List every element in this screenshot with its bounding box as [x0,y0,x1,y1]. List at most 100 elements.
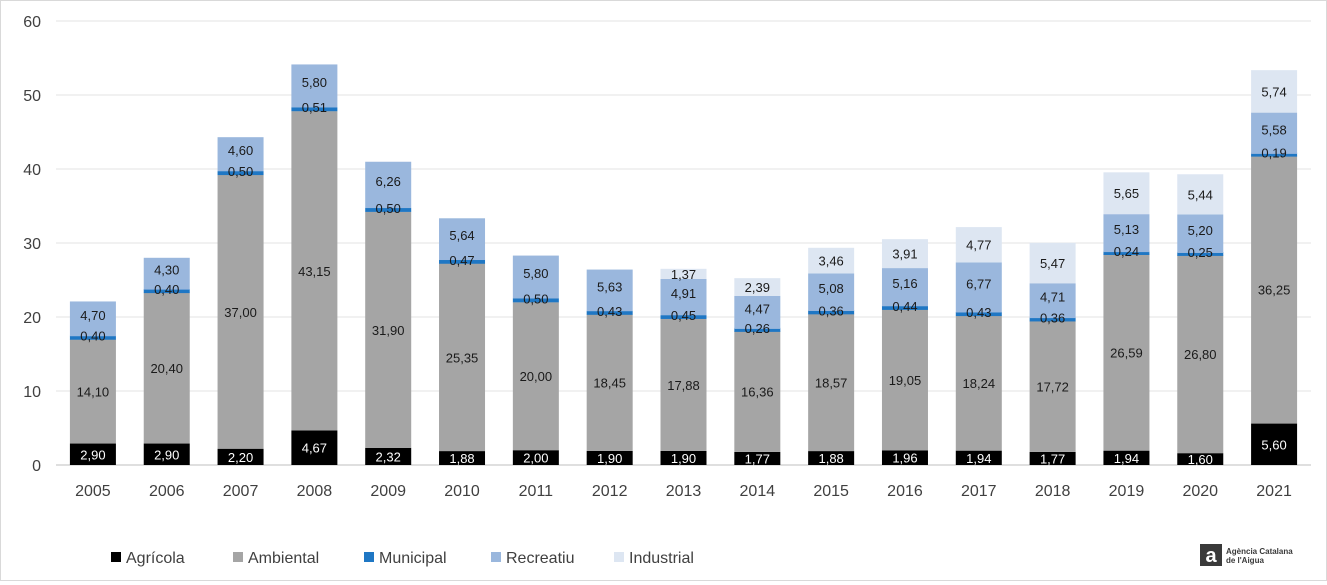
data-label: 4,67 [302,441,327,456]
data-label: 4,91 [671,286,696,301]
legend-swatch [233,552,243,562]
data-label: 18,24 [963,376,996,391]
data-label: 3,46 [818,254,843,269]
bar-segment-agrcola [586,450,633,465]
data-label: 0,50 [376,201,401,216]
data-label: 1,90 [671,451,696,466]
data-label: 6,77 [966,276,991,291]
x-tick-label: 2015 [813,483,849,500]
bar-segment-agrcola [439,451,486,465]
data-label: 1,88 [818,451,843,466]
data-label: 2,00 [523,451,548,466]
bar-segment-industrial [1103,172,1150,215]
bar-segment-recreatiu [143,257,190,290]
x-axis: 2005 2006 2007 2008 2009 2010 2011 2012 2013 2014… [75,483,1292,500]
y-tick-label: 50 [23,88,41,105]
data-label: 0,47 [449,253,474,268]
bar-segment-municipal [1103,250,1150,255]
data-label: 1,77 [745,451,770,466]
svg-text:a: a [1205,545,1217,567]
logo-mark-icon [1200,544,1222,566]
bar-segment-agrcola [512,450,559,465]
x-tick-label: 2012 [592,483,628,500]
bar-segment-municipal [808,310,855,315]
data-label: 1,94 [966,451,991,466]
bar-segment-ambiental [734,330,781,452]
data-label: 17,88 [667,378,700,393]
data-label: 0,45 [671,308,696,323]
x-tick-label: 2018 [1035,483,1071,500]
bar-segment-ambiental [69,339,116,444]
bar-segment-agrcola [291,430,338,465]
bar-segment-recreatiu [365,161,412,209]
y-axis: 0 10 20 30 40 50 60 [23,14,41,475]
bar-segment-municipal [660,314,707,319]
bar-segment-municipal [143,289,190,294]
bar-segment-recreatiu [1103,214,1150,253]
bar-segment-recreatiu [217,137,264,172]
bar-segment-industrial [955,227,1002,263]
data-label: 0,26 [745,321,770,336]
data-label: 37,00 [224,305,257,320]
data-label: 0,36 [818,303,843,318]
data-label: 5,13 [1114,222,1139,237]
bar-segment-agrcola [1029,451,1076,465]
x-tick-label: 2009 [370,483,406,500]
y-tick-label: 10 [23,384,41,401]
data-label: 5,58 [1261,122,1286,137]
bar-segment-municipal [1177,251,1224,256]
x-tick-label: 2008 [297,483,333,500]
data-label: 14,10 [77,384,110,399]
data-label: 0,40 [154,282,179,297]
x-tick-label: 2014 [740,483,776,500]
legend-label: Agrícola [126,550,185,567]
data-label: 2,90 [80,447,105,462]
aca-logo: a Agència Catalana de l'Aigua [1200,542,1300,572]
bar-segment-municipal [1251,152,1298,157]
data-label: 31,90 [372,323,405,338]
y-tick-label: 20 [23,310,41,327]
bar-segment-recreatiu [955,262,1002,313]
bar-segment-agrcola [143,443,190,465]
legend-swatch [491,552,501,562]
data-label: 0,50 [523,291,548,306]
bar-segment-agrcola [1177,453,1224,465]
data-label: 0,43 [597,304,622,319]
data-label: 4,60 [228,143,253,158]
x-tick-label: 2005 [75,483,111,500]
y-tick-label: 40 [23,162,41,179]
bar-segment-municipal [365,207,412,212]
bar-segment-municipal [881,305,928,310]
data-label: 0,44 [892,299,917,314]
bar-segment-ambiental [586,314,633,451]
data-label: 17,72 [1036,379,1069,394]
bar-segment-ambiental [217,174,264,449]
bar-segment-agrcola [734,451,781,465]
data-label: 5,80 [302,75,327,90]
legend-swatch [364,552,374,562]
y-tick-label: 30 [23,236,41,253]
bar-segment-industrial [660,268,707,279]
bar-segment-recreatiu [512,255,559,299]
data-label: 1,60 [1188,452,1213,467]
data-label: 18,57 [815,375,848,390]
data-label: 1,90 [597,451,622,466]
data-label: 18,45 [593,376,626,391]
y-tick-label: 60 [23,14,41,31]
data-label: 20,40 [150,361,183,376]
data-label: 0,24 [1114,244,1139,259]
data-label: 0,43 [966,305,991,320]
x-tick-label: 2006 [149,483,185,500]
x-tick-label: 2019 [1109,483,1145,500]
bar-segment-ambiental [1103,253,1150,451]
bar-segment-ambiental [881,309,928,451]
data-label: 19,05 [889,373,922,388]
data-label: 0,36 [1040,310,1065,325]
bar-segment-municipal [69,335,116,340]
bar-segment-municipal [734,327,781,332]
x-tick-label: 2017 [961,483,997,500]
bar-segment-industrial [808,247,855,274]
bar-segment-ambiental [1029,320,1076,452]
bar-segment-recreatiu [439,218,486,261]
